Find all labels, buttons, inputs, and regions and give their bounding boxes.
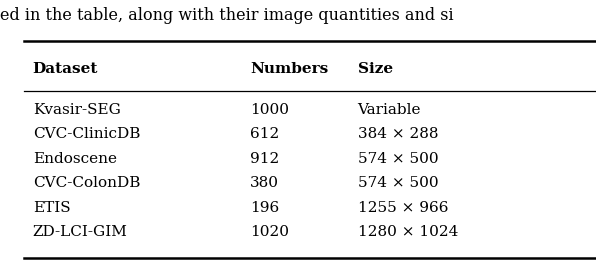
Text: 1020: 1020 [250, 225, 289, 239]
Text: 1255 × 966: 1255 × 966 [358, 201, 448, 215]
Text: 1280 × 1024: 1280 × 1024 [358, 225, 458, 239]
Text: 612: 612 [250, 127, 280, 141]
Text: 574 × 500: 574 × 500 [358, 152, 438, 166]
Text: Size: Size [358, 62, 393, 76]
Text: 912: 912 [250, 152, 280, 166]
Text: Endoscene: Endoscene [33, 152, 117, 166]
Text: 380: 380 [250, 176, 280, 190]
Text: CVC-ClinicDB: CVC-ClinicDB [33, 127, 140, 141]
Text: Variable: Variable [358, 102, 421, 117]
Text: ZD-LCI-GIM: ZD-LCI-GIM [33, 225, 128, 239]
Text: CVC-ColonDB: CVC-ColonDB [33, 176, 140, 190]
Text: Kvasir-SEG: Kvasir-SEG [33, 102, 120, 117]
Text: 196: 196 [250, 201, 280, 215]
Text: Numbers: Numbers [250, 62, 328, 76]
Text: 384 × 288: 384 × 288 [358, 127, 438, 141]
Text: 574 × 500: 574 × 500 [358, 176, 438, 190]
Text: Dataset: Dataset [33, 62, 98, 76]
Text: ETIS: ETIS [33, 201, 70, 215]
Text: 1000: 1000 [250, 102, 289, 117]
Text: ed in the table, along with their image quantities and si: ed in the table, along with their image … [0, 7, 454, 23]
